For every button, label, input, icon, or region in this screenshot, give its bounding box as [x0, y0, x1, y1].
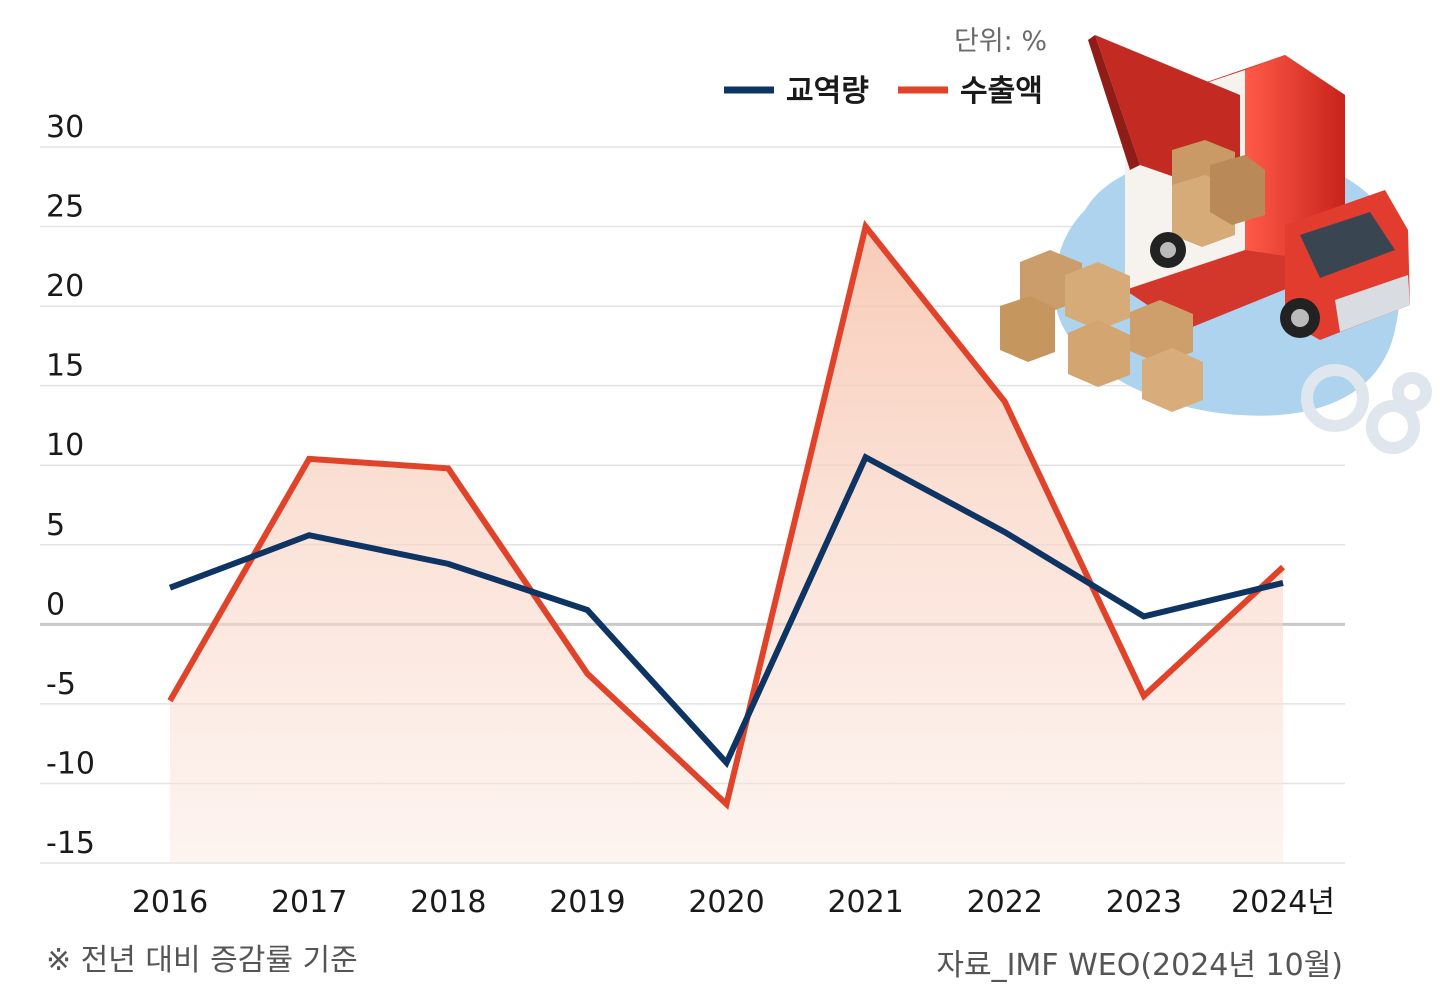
- y-tick-label: 20: [46, 269, 84, 304]
- x-tick-label: 2021: [827, 885, 903, 920]
- unit-label: 단위: %: [954, 26, 1047, 57]
- y-tick-label: 5: [46, 508, 65, 543]
- area-fill: [170, 226, 1283, 864]
- series-line-exports: [167, 219, 1286, 810]
- x-tick-label: 2022: [967, 885, 1043, 920]
- y-tick-label: 25: [46, 190, 84, 225]
- export-area-fill: [170, 226, 1283, 864]
- x-tick-label: 2016: [132, 885, 208, 920]
- x-tick-label: 2023: [1106, 885, 1182, 920]
- x-tick-label: 2017: [271, 885, 347, 920]
- gear-icon: [1301, 364, 1432, 454]
- y-tick-label: 10: [46, 428, 84, 463]
- axes: 30 25 20 15 10 5 0 -5 -10 -15 2016 2017 2018 2019 2020…: [46, 110, 1335, 920]
- x-tick-label: 2020: [688, 885, 764, 920]
- y-tick-label: 0: [46, 587, 65, 622]
- series-line-trade-volume: [168, 453, 1284, 769]
- series-lines: [167, 219, 1286, 810]
- y-tick-label: -10: [46, 746, 95, 781]
- x-tick-label: 2018: [410, 885, 486, 920]
- y-tick-label: 15: [46, 349, 84, 384]
- truck-illustration: [1000, 35, 1432, 454]
- x-tick-label: 2024년: [1231, 885, 1335, 920]
- legend: 단위: % 교역량 수출액: [724, 26, 1047, 109]
- legend-label-trade-volume: 교역량: [786, 74, 869, 109]
- footnote: ※ 전년 대비 증감률 기준: [46, 943, 358, 978]
- x-tick-label: 2019: [549, 885, 625, 920]
- legend-label-exports: 수출액: [960, 74, 1043, 109]
- y-tick-label: -15: [46, 826, 95, 861]
- y-tick-label: 30: [46, 110, 84, 145]
- source-note: 자료_IMF WEO(2024년 10월): [936, 948, 1343, 983]
- y-tick-label: -5: [46, 667, 76, 702]
